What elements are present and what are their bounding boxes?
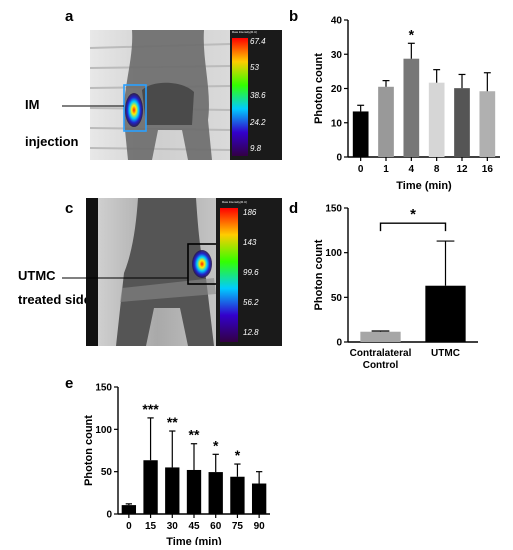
- panel-a-scale-tick: 9.8: [250, 144, 262, 153]
- y-tick-label: 10: [331, 118, 343, 129]
- x-tick-label: 45: [188, 521, 200, 532]
- bar: [208, 472, 223, 514]
- x-tick-label: Control: [363, 360, 399, 371]
- y-tick-label: 100: [95, 425, 112, 436]
- significance-marker: **: [189, 427, 200, 443]
- panel-letter-c: c: [65, 200, 74, 217]
- bar: [143, 460, 158, 514]
- x-tick-label: Contralateral: [350, 348, 412, 359]
- panel-a-image: [62, 30, 282, 160]
- y-axis-title: Photon count: [313, 239, 325, 310]
- bar: [165, 467, 180, 514]
- y-tick-label: 100: [325, 248, 342, 259]
- panel-letter-b: b: [289, 8, 299, 25]
- x-tick-label: 0: [358, 164, 364, 175]
- x-axis-title: Time (min): [396, 180, 452, 192]
- bar: [121, 505, 137, 514]
- panel-c-image: [62, 198, 282, 346]
- y-tick-label: 0: [336, 338, 342, 349]
- bar: [360, 331, 401, 342]
- panel-a-label-line1: IM: [25, 97, 40, 112]
- x-tick-label: 75: [232, 521, 244, 532]
- panel-a-scale-tick: 38.6: [250, 91, 266, 100]
- y-tick-label: 150: [95, 383, 112, 394]
- x-tick-label: 1: [383, 164, 389, 175]
- x-tick-label: UTMC: [431, 348, 460, 359]
- significance-marker: *: [410, 206, 416, 223]
- y-axis-title: Photon count: [313, 53, 325, 124]
- bar: [403, 58, 420, 157]
- y-tick-label: 150: [325, 204, 342, 215]
- significance-bracket: [379, 222, 447, 232]
- y-axis-title: Photon count: [83, 415, 95, 486]
- x-tick-label: 15: [145, 521, 157, 532]
- y-tick-label: 0: [106, 510, 112, 521]
- significance-marker: *: [235, 447, 241, 463]
- panel-c-scale-tick: 56.2: [243, 298, 259, 307]
- bar: [425, 285, 466, 342]
- bar: [479, 91, 496, 157]
- panel-c-scale-tick: 143: [243, 238, 257, 247]
- significance-marker: *: [409, 26, 415, 42]
- x-tick-label: 16: [482, 164, 494, 175]
- panel-letter-e: e: [65, 375, 74, 392]
- panel-a-scale-tick: 53: [250, 63, 259, 72]
- panel-c-scale-tick: 99.6: [243, 268, 259, 277]
- x-tick-label: 4: [409, 164, 415, 175]
- panel-letter-a: a: [65, 8, 74, 25]
- panel-c-scale-header: Raw Intensity(R.U): [222, 200, 248, 204]
- significance-marker: ***: [142, 401, 159, 417]
- panel-a-scale-tick: 67.4: [250, 37, 266, 46]
- y-tick-label: 20: [331, 84, 343, 95]
- panel-a-scale-header: Raw Intensity(R.U): [232, 30, 258, 34]
- chart-b: 0 10 20 30 40 Photon count 0 1 * 4 8 12 16 Time (min): [313, 16, 500, 192]
- x-tick-label: 8: [434, 164, 440, 175]
- bar: [428, 82, 445, 157]
- bar: [352, 111, 369, 157]
- bar: [251, 483, 267, 514]
- bar: [378, 86, 394, 157]
- chart-e: 0 50 100 150 Photon count 0 *** 15 ** 30 ** 45 * 60 * 7…: [83, 383, 270, 545]
- y-tick-label: 40: [331, 16, 343, 27]
- x-axis-title: Time (min): [166, 536, 222, 545]
- chart-d: 0 50 100 150 Photon count ContralateralContro…: [313, 204, 478, 371]
- significance-marker: *: [213, 437, 219, 453]
- panel-c-label-line1: UTMC: [18, 268, 56, 283]
- significance-marker: **: [167, 414, 178, 430]
- panel-c-scale-tick: 12.8: [243, 328, 259, 337]
- y-tick-label: 50: [331, 293, 343, 304]
- y-tick-label: 50: [101, 467, 113, 478]
- x-tick-label: 0: [126, 521, 132, 532]
- panel-c-scale-tick: 186: [243, 208, 257, 217]
- panel-letter-d: d: [289, 200, 299, 217]
- x-tick-label: 60: [210, 521, 222, 532]
- x-tick-label: 12: [456, 164, 468, 175]
- y-tick-label: 30: [331, 50, 343, 61]
- x-tick-label: 90: [254, 521, 266, 532]
- panel-a-scale-tick: 24.2: [250, 118, 266, 127]
- x-tick-label: 30: [167, 521, 179, 532]
- bar: [454, 88, 470, 157]
- bar: [186, 469, 202, 514]
- bar: [230, 476, 245, 514]
- y-tick-label: 0: [336, 153, 342, 164]
- panel-c-label-line2: treated side: [18, 292, 91, 307]
- panel-a-label-line2: injection: [25, 134, 79, 149]
